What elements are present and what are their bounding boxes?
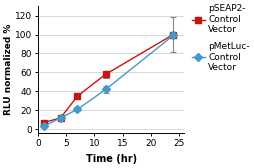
- Y-axis label: RLU normalized %: RLU normalized %: [4, 24, 13, 115]
- Legend: pSEAP2-
Control
Vector, pMetLuc-
Control
Vector: pSEAP2- Control Vector, pMetLuc- Control…: [191, 4, 249, 72]
- X-axis label: Time (hr): Time (hr): [85, 154, 136, 164]
